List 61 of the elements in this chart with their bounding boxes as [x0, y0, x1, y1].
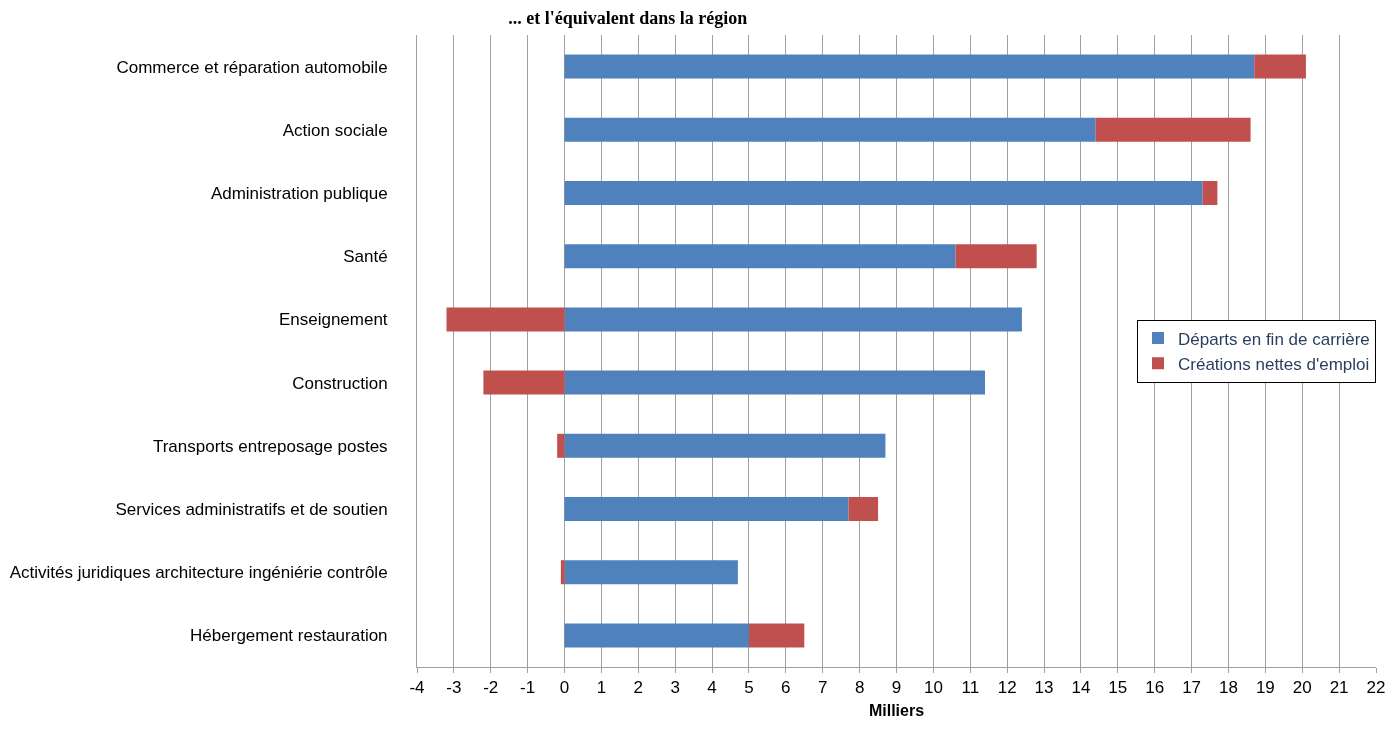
y-tick-label: Enseignement	[278, 310, 388, 330]
x-tick-label: 12	[997, 678, 1017, 698]
y-tick-label: Administration publique	[210, 183, 388, 203]
x-tick-label: -4	[409, 678, 425, 698]
x-tick-label: -3	[446, 678, 462, 698]
y-tick-label: Santé	[343, 247, 388, 267]
bar	[1254, 54, 1306, 79]
bar	[564, 244, 956, 269]
bar	[564, 623, 749, 648]
legend-label: Départs en fin de carrière	[1178, 329, 1370, 349]
x-tick-label: 20	[1292, 678, 1312, 698]
bar	[560, 560, 565, 585]
x-tick-label: 11	[961, 678, 980, 698]
bar	[848, 496, 879, 522]
bar	[483, 370, 565, 395]
x-tick-label: 0	[559, 678, 570, 698]
y-tick-label: Hébergement restauration	[190, 626, 388, 646]
x-tick-label: -1	[520, 678, 536, 698]
x-tick-label: 13	[1034, 678, 1054, 698]
x-tick-label: 6	[781, 678, 791, 698]
x-tick-label: 8	[854, 678, 865, 698]
bar	[564, 433, 886, 458]
bar	[955, 244, 1037, 269]
y-tick-label: Action sociale	[282, 120, 388, 140]
y-tick-label: Construction	[292, 373, 388, 393]
bar	[564, 560, 738, 585]
x-tick-label: 1	[596, 678, 607, 698]
x-axis-title: Milliers	[868, 702, 925, 720]
x-tick-label: 15	[1108, 678, 1128, 698]
x-tick-label: 2	[633, 678, 644, 698]
x-tick-label: 18	[1219, 678, 1238, 698]
x-tick-label: 14	[1071, 678, 1091, 698]
y-tick-label: Activités juridiques architecture ingéniérie contrôle	[9, 563, 388, 583]
x-tick-label: 16	[1145, 678, 1165, 698]
x-tick-label: 10	[923, 678, 943, 698]
x-tick-label: 4	[707, 678, 717, 698]
x-tick-label: -2	[483, 678, 499, 698]
x-tick-label: 22	[1366, 678, 1386, 698]
x-tick-label: 5	[744, 678, 754, 698]
bar	[564, 117, 1096, 142]
bar	[564, 496, 849, 522]
y-tick-label: Commerce et réparation automobile	[116, 57, 388, 77]
y-tick-label: Transports entreposage postes	[152, 436, 388, 456]
bar	[564, 307, 1022, 332]
x-tick-label: 9	[891, 678, 902, 698]
x-tick-label: 17	[1182, 678, 1202, 698]
bar	[1095, 117, 1251, 142]
x-tick-label: 3	[670, 678, 680, 698]
x-tick-label: 21	[1329, 678, 1349, 698]
x-tick-label: 7	[818, 678, 828, 698]
bar	[564, 370, 986, 395]
x-tick-label: 19	[1255, 678, 1275, 698]
bar	[446, 307, 565, 332]
bar	[748, 623, 805, 648]
legend-label: Créations nettes d'emploi	[1178, 354, 1370, 374]
bar	[557, 433, 565, 458]
bar	[1202, 180, 1218, 206]
bar	[564, 54, 1255, 79]
chart-title: ... et l'équivalent dans la région	[508, 7, 748, 28]
y-tick-label: Services administratifs et de soutien	[115, 499, 388, 519]
bar	[564, 180, 1203, 206]
